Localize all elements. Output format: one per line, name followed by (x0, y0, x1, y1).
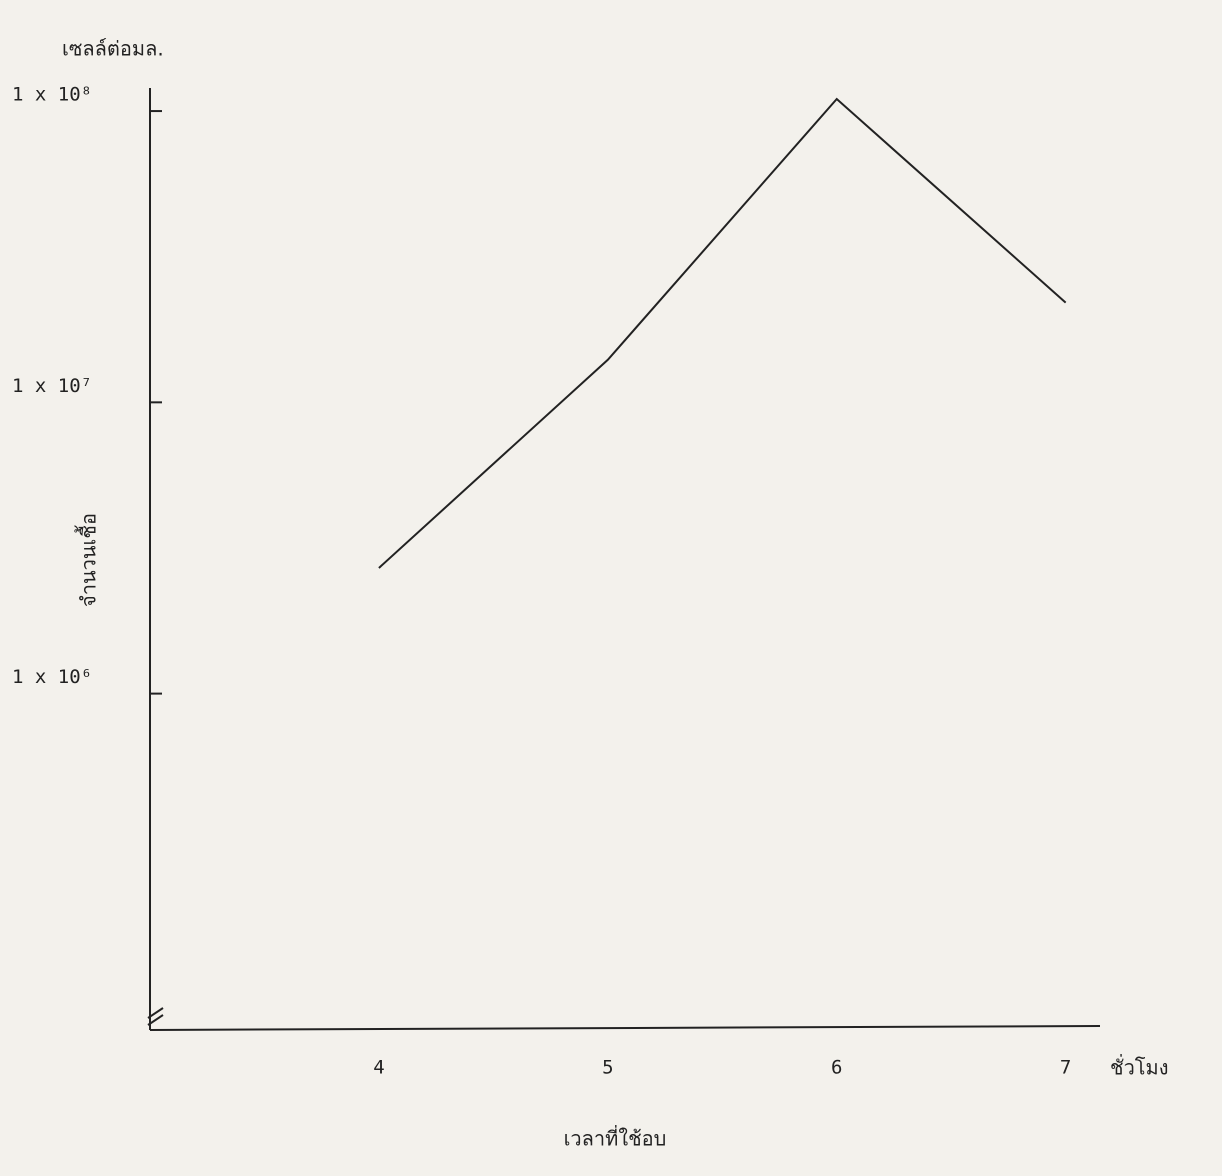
x-unit-label: ชั่วโมง (1110, 1054, 1169, 1080)
data-line (379, 99, 1066, 568)
y-tick-label: 1 x 10⁶ (12, 666, 92, 688)
x-axis (150, 1026, 1100, 1030)
y-unit-label: เซลล์ต่อมล. (62, 37, 164, 61)
x-tick-label: 4 (373, 1057, 384, 1079)
x-tick-label: 7 (1060, 1057, 1071, 1079)
y-tick-label: 1 x 10⁷ (12, 375, 92, 397)
page: {"chart_data": { "type": "line", "y_unit… (0, 0, 1222, 1176)
y-axis-title: จำนวนเชื้อ (75, 513, 101, 607)
x-tick-label: 6 (831, 1057, 842, 1079)
x-axis-title: เวลาที่ใช้อบ (564, 1125, 667, 1151)
x-tick-label: 5 (602, 1057, 613, 1079)
chart: เซลล์ต่อมล. จำนวนเชื้อ ชั่วโมง เวลาที่ใช… (0, 0, 1222, 1176)
y-tick-label: 1 x 10⁸ (12, 84, 92, 106)
